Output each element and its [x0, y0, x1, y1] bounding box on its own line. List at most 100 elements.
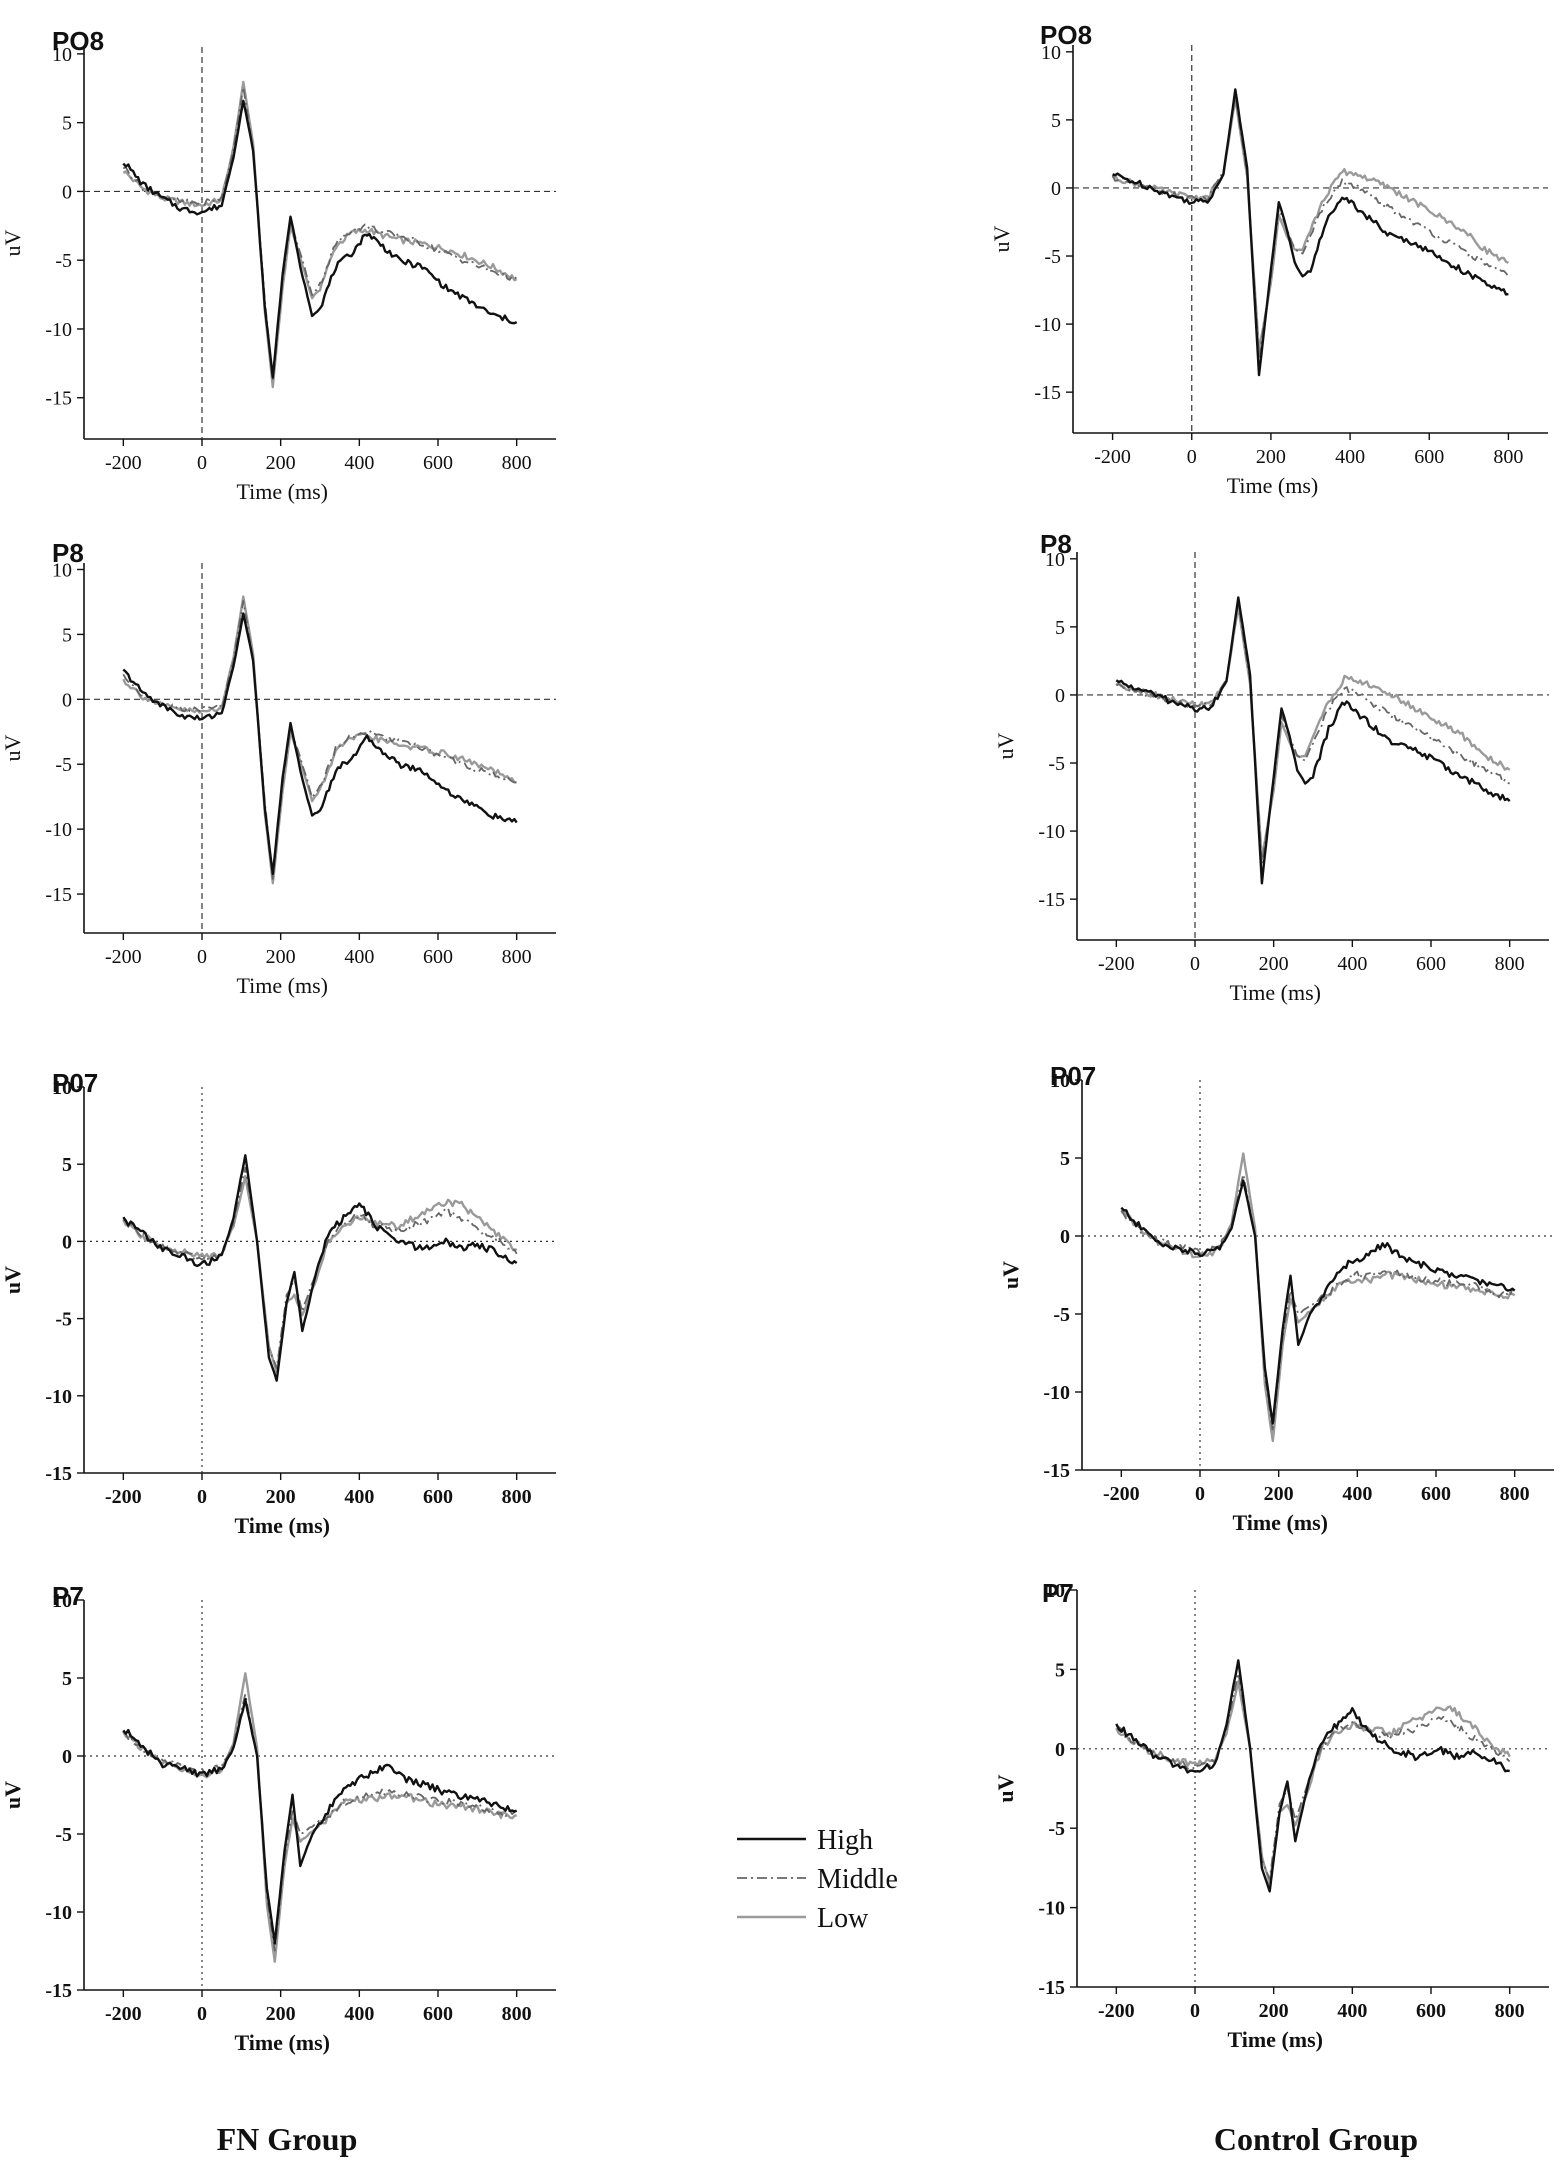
y-tick-label: -15 — [45, 388, 72, 410]
y-tick-label: 0 — [62, 1231, 72, 1253]
x-tick-label: -200 — [1098, 953, 1135, 975]
panel-title: P8 — [52, 538, 84, 568]
series-line-middle — [1111, 94, 1510, 359]
y-tick-label: 10 — [52, 44, 72, 66]
x-tick-label: -200 — [105, 452, 142, 474]
group-label-fn: FN Group — [217, 2121, 358, 2157]
y-tick-label: 10 — [1045, 1580, 1065, 1602]
series-line-high — [122, 99, 518, 379]
y-tick-label: 5 — [1055, 617, 1065, 639]
y-tick-label: 5 — [1060, 1148, 1070, 1170]
panel-title: P8 — [1040, 529, 1072, 559]
y-tick-label: -10 — [45, 819, 72, 841]
x-tick-label: -200 — [1094, 446, 1131, 468]
y-tick-label: -10 — [45, 1386, 72, 1408]
y-tick-label: -5 — [55, 1824, 72, 1846]
y-tick-label: -10 — [1038, 1898, 1065, 1920]
series-line-low — [1115, 605, 1511, 860]
x-tick-label: 200 — [1259, 953, 1289, 975]
x-tick-label: 600 — [1421, 1483, 1451, 1505]
y-tick-label: 0 — [62, 1746, 72, 1768]
series-line-middle — [1120, 1173, 1516, 1433]
y-tick-label: -15 — [1038, 889, 1065, 911]
x-tick-label: -200 — [105, 946, 142, 968]
x-tick-label: 800 — [502, 2003, 532, 2025]
y-axis-label: uV — [0, 229, 25, 256]
x-tick-label: 600 — [1416, 2000, 1446, 2022]
y-tick-label: 10 — [1045, 549, 1065, 571]
series-line-high — [122, 612, 518, 876]
x-axis-label: Time (ms) — [1227, 2027, 1323, 2052]
panel-title: PO8 — [52, 26, 104, 56]
x-tick-label: 0 — [1190, 2000, 1200, 2022]
y-tick-label: -10 — [45, 319, 72, 341]
y-tick-label: -5 — [1044, 246, 1061, 268]
y-tick-label: -5 — [55, 754, 72, 776]
y-axis-label: uV — [0, 1266, 25, 1294]
x-tick-label: 800 — [1495, 953, 1525, 975]
x-tick-label: 600 — [423, 2003, 453, 2025]
y-tick-label: -15 — [1038, 1977, 1065, 1999]
y-tick-label: 0 — [1055, 1739, 1065, 1761]
y-axis-label: uV — [0, 734, 25, 761]
series-line-high — [122, 1698, 518, 1945]
x-axis-label: Time (ms) — [1227, 473, 1318, 498]
y-tick-label: -5 — [55, 1309, 72, 1331]
y-tick-label: 0 — [1060, 1226, 1070, 1248]
y-tick-label: 0 — [62, 689, 72, 711]
y-tick-label: -10 — [1034, 314, 1061, 336]
panel-title: P07 — [1050, 1061, 1096, 1091]
x-tick-label: -200 — [105, 1486, 142, 1508]
x-tick-label: 0 — [197, 452, 207, 474]
x-tick-label: -200 — [1098, 2000, 1135, 2022]
y-tick-label: 10 — [52, 559, 72, 581]
series-line-high — [1115, 596, 1511, 885]
x-tick-label: 0 — [197, 2003, 207, 2025]
legend: High Middle Low — [737, 1825, 898, 1934]
y-tick-label: 5 — [62, 113, 72, 135]
y-tick-label: 0 — [1055, 685, 1065, 707]
x-tick-label: 600 — [1416, 953, 1446, 975]
x-axis-label: Time (ms) — [234, 2030, 330, 2055]
y-axis-label: uV — [0, 1781, 25, 1809]
x-tick-label: 600 — [423, 452, 453, 474]
x-tick-label: 800 — [1495, 2000, 1525, 2022]
y-tick-label: 5 — [62, 1668, 72, 1690]
y-axis-label: uV — [993, 1774, 1018, 1802]
x-tick-label: 800 — [502, 946, 532, 968]
y-tick-label: -10 — [45, 1902, 72, 1924]
x-tick-label: 800 — [1493, 446, 1523, 468]
y-tick-label: -15 — [45, 884, 72, 906]
group-label-control: Control Group — [1214, 2121, 1418, 2157]
x-tick-label: -200 — [1103, 1483, 1140, 1505]
x-tick-label: 400 — [344, 946, 374, 968]
series-line-low — [122, 1174, 518, 1374]
panel-title: P7 — [1042, 1578, 1074, 1608]
series-line-middle — [122, 1166, 518, 1370]
series-line-low — [122, 1672, 518, 1963]
x-tick-label: 400 — [344, 452, 374, 474]
x-tick-label: 200 — [266, 1486, 296, 1508]
y-tick-label: 0 — [62, 181, 72, 203]
x-axis-label: Time (ms) — [234, 1513, 330, 1538]
series-line-middle — [122, 600, 517, 880]
x-tick-label: 400 — [344, 1486, 374, 1508]
x-tick-label: 600 — [1414, 446, 1444, 468]
legend-label-low: Low — [817, 1903, 869, 1934]
series-line-low — [1120, 1152, 1516, 1443]
y-tick-label: 5 — [1051, 110, 1061, 132]
y-tick-label: 5 — [62, 624, 72, 646]
x-tick-label: 400 — [1342, 1483, 1372, 1505]
x-tick-label: 200 — [266, 946, 296, 968]
y-tick-label: 0 — [1051, 178, 1061, 200]
y-tick-label: -15 — [1043, 1460, 1070, 1482]
y-tick-label: 10 — [52, 1077, 72, 1099]
